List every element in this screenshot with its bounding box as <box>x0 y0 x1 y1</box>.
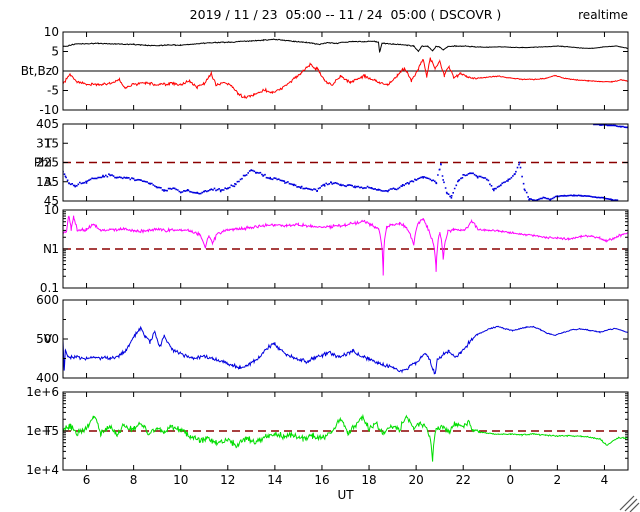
x-tick-label: 12 <box>220 473 235 487</box>
y-tick-label: -10 <box>39 103 59 117</box>
x-tick-label: 22 <box>456 473 471 487</box>
y-tick-label: 45 <box>44 194 59 208</box>
plot-title: 2019 / 11 / 23 05:00 -- 11 / 24 05:00 ( … <box>189 7 502 22</box>
y-tick-label: 10 <box>44 25 59 39</box>
resize-grip-icon <box>619 495 640 512</box>
y-tick-label: 225 <box>36 156 59 170</box>
y-tick-label: 400 <box>36 371 59 385</box>
series-Phi <box>63 161 619 201</box>
x-tick-label: 8 <box>130 473 138 487</box>
y-tick-label: 5 <box>51 45 59 59</box>
x-axis-title: UT <box>337 488 354 502</box>
y-tick-label: 0 <box>51 64 59 78</box>
panel-phi-angle <box>62 123 629 202</box>
series-T <box>63 413 628 462</box>
y-tick-label: 10 <box>44 203 59 217</box>
y-tick-label: 1e+6 <box>26 385 59 399</box>
panel-temperature <box>62 391 629 471</box>
y-tick-label: 405 <box>36 117 59 131</box>
series-Phi <box>593 124 628 129</box>
x-tick-label: 2 <box>554 473 562 487</box>
panel-ylabel-A: A <box>44 175 53 189</box>
y-tick-label: 315 <box>36 136 59 150</box>
panel-ylabel-V: V <box>44 332 53 346</box>
series-Bz <box>63 57 628 99</box>
x-tick-label: 14 <box>267 473 282 487</box>
y-tick-label: 500 <box>36 332 59 346</box>
series-N <box>63 215 628 276</box>
x-tick-label: 4 <box>601 473 609 487</box>
panel-speed <box>62 299 629 379</box>
y-tick-label: 1e+5 <box>26 424 59 438</box>
panel-ylabel-Bt,Bz: Bt,Bz <box>21 64 52 78</box>
panel-bt-bz <box>62 31 629 111</box>
panel-ylabel-T: T <box>44 136 53 150</box>
x-tick-label: 20 <box>408 473 423 487</box>
y-tick-label: 135 <box>36 175 59 189</box>
y-tick-label: 1 <box>51 242 59 256</box>
panel-ylabel-N: N <box>43 242 52 256</box>
panel-ylabel-Phi: Phi <box>34 156 52 170</box>
y-tick-label: 1e+4 <box>26 463 59 477</box>
panel-density <box>62 209 629 289</box>
x-tick-label: 16 <box>314 473 329 487</box>
series-Bt <box>63 38 628 54</box>
y-tick-label: 600 <box>36 293 59 307</box>
series-V <box>63 325 628 375</box>
y-tick-label: 0.1 <box>40 281 59 295</box>
x-tick-label: 0 <box>506 473 514 487</box>
panel-ylabel-T: T <box>44 424 53 438</box>
x-tick-label: 6 <box>83 473 91 487</box>
y-tick-label: -5 <box>47 84 59 98</box>
x-tick-label: 10 <box>173 473 188 487</box>
x-tick-label: 18 <box>361 473 376 487</box>
realtime-label: realtime <box>578 8 628 22</box>
